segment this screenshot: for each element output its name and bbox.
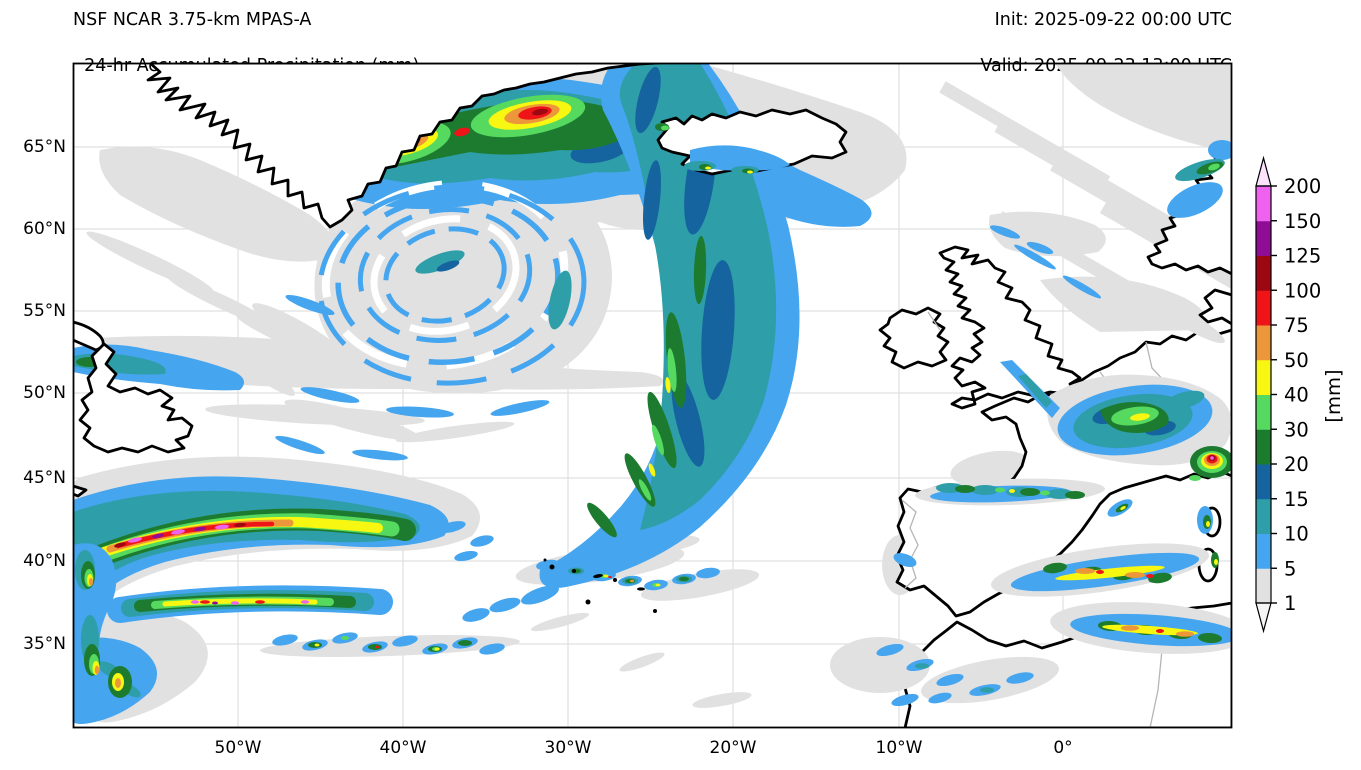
colorbar-segment [1256,290,1271,326]
precip-left-edge [73,543,158,724]
colorbar-segment [1256,533,1271,569]
colorbar-tick-label: 30 [1284,418,1309,441]
colorbar-segment [1256,186,1271,222]
colorbar-tick-label: 10 [1284,523,1309,546]
colorbar-tick-label: 5 [1284,557,1296,580]
precip-sw-frontal-band [73,476,494,623]
labrador-coast [73,320,105,352]
colorbar-segment [1256,325,1271,361]
lat-tick-label: 35°N [23,634,66,654]
precip-azores-line [536,559,720,591]
denmark-coast [1198,288,1232,326]
great-britain-coast [938,245,1084,410]
colorbar-segment [1256,394,1271,430]
lat-tick-label: 40°N [23,551,66,571]
colorbar-segment [1256,568,1271,604]
colorbar-tick-label: 40 [1284,384,1309,407]
lat-tick-label: 45°N [23,468,66,488]
lon-tick-label: 10°W [875,738,923,758]
precip-overland [655,123,1232,707]
colorbar-tick-label: 125 [1284,245,1321,268]
colorbar-extend-over-arrow [1255,155,1272,187]
colorbar-tick-label: 15 [1284,488,1309,511]
lon-tick-label: 20°W [709,738,757,758]
lat-tick-label: 50°N [23,383,66,403]
lat-tick-label: 55°N [23,301,66,321]
colorbar-segment [1256,359,1271,395]
lon-tick-label: 50°W [214,738,262,758]
ni-border [927,311,941,331]
precip-convective-line [272,632,505,655]
colorbar-segment [1256,220,1271,256]
colorbar-tick-label: 75 [1284,314,1309,337]
lon-tick-label: 0° [1053,738,1073,758]
newfoundland-coast [78,342,194,454]
greenland-coast [146,63,660,229]
map-frame [72,62,1233,729]
colorbar-segment [1256,498,1271,534]
colorbar-tick-label: 20 [1284,453,1309,476]
colorbar-tick-label: 150 [1284,210,1321,233]
colorbar-segment [1256,429,1271,465]
init-time: Init: 2025-09-22 00:00 UTC [994,10,1232,30]
spain-portugal-border [901,499,919,589]
colorbar-tick-label: 1 [1284,592,1296,615]
colorbar-tick-label: 50 [1284,349,1309,372]
colorbar-unit-label: [mm] [1322,369,1345,422]
cape-breton-coast [73,484,88,498]
azores-islands [543,558,657,613]
precip-cyclone-spiral [275,179,587,461]
lat-tick-label: 65°N [23,137,66,157]
lon-tick-label: 40°W [379,738,427,758]
colorbar-extend-under-arrow [1255,602,1272,634]
colorbar-segment [1256,255,1271,291]
lat-tick-label: 60°N [23,219,66,239]
lon-tick-label: 30°W [544,738,592,758]
model-name: NSF NCAR 3.75-km MPAS-A [73,10,312,30]
precip-atlantic-front-band [462,63,800,622]
colorbar-tick-label: 100 [1284,279,1321,302]
ireland-coast [878,306,950,370]
colorbar-segment [1256,464,1271,500]
colorbar-tick-label: 200 [1284,175,1321,198]
